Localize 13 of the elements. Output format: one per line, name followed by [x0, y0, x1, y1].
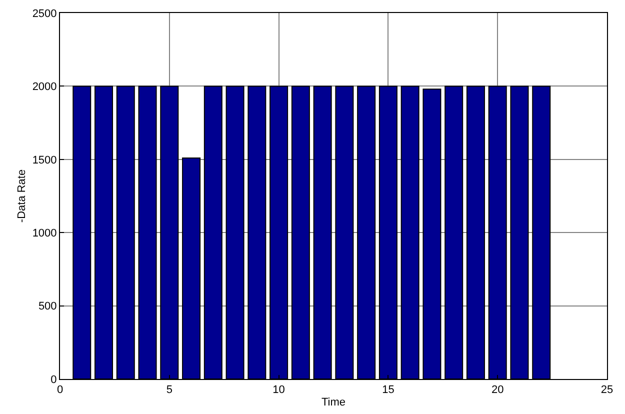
- y-tick-label: 1500: [32, 154, 57, 166]
- y-tick-label: 2000: [32, 81, 57, 94]
- x-axis-title: Time: [321, 396, 346, 408]
- x-tick-label: 10: [272, 384, 285, 396]
- y-tick-label: 0: [50, 374, 57, 386]
- x-tick-label: 5: [166, 384, 172, 396]
- y-tick-label: 500: [38, 300, 57, 313]
- x-tick-label: 25: [600, 384, 614, 396]
- y-tick-label: 1000: [32, 227, 57, 240]
- x-tick-label: 15: [382, 384, 394, 396]
- y-axis-title: -Data Rate: [16, 169, 28, 223]
- x-tick-label: 20: [491, 384, 504, 396]
- y-tick-label: 2500: [32, 8, 57, 20]
